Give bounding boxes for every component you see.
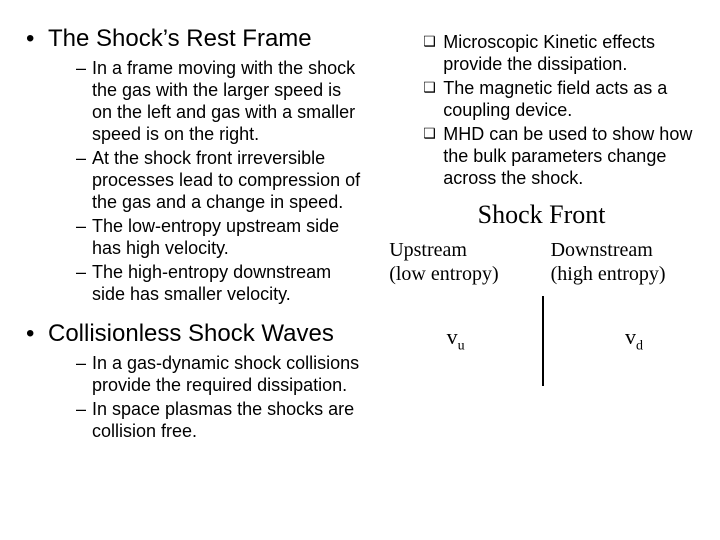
downstream-label: Downstream (high entropy) — [533, 238, 694, 286]
upstream-label: Upstream (low entropy) — [389, 238, 532, 286]
list-item: In a frame moving with the shock the gas… — [76, 58, 363, 146]
section2-title: Collisionless Shock Waves — [20, 319, 363, 349]
list-item: MHD can be used to show how the bulk par… — [423, 124, 700, 190]
list-item: In space plasmas the shocks are collisio… — [76, 399, 363, 443]
shock-front-line — [542, 296, 544, 386]
list-item: At the shock front irreversible processe… — [76, 148, 363, 214]
vd-base: v — [625, 324, 636, 349]
list-item: Microscopic Kinetic effects provide the … — [423, 32, 700, 76]
vd-sub: d — [636, 338, 643, 353]
upstream-label-line2: (low entropy) — [389, 263, 498, 285]
downstream-label-line1: Downstream — [551, 239, 653, 261]
upstream-label-line1: Upstream — [389, 239, 467, 261]
shock-front-heading: Shock Front — [383, 200, 700, 230]
right-column: Microscopic Kinetic effects provide the … — [373, 24, 700, 520]
vd-symbol: vd — [625, 324, 643, 354]
left-column: The Shock’s Rest Frame In a frame moving… — [20, 24, 373, 520]
diagram-line-region: vu vd — [383, 296, 700, 386]
list-item: The high-entropy downstream side has sma… — [76, 262, 363, 306]
section1-title: The Shock’s Rest Frame — [20, 24, 363, 54]
vu-sub: u — [458, 338, 465, 353]
section2-list: In a gas-dynamic shock collisions provid… — [20, 353, 363, 443]
vu-symbol: vu — [447, 324, 465, 354]
shock-diagram: Upstream (low entropy) Downstream (high … — [383, 238, 700, 408]
list-item: In a gas-dynamic shock collisions provid… — [76, 353, 363, 397]
slide: The Shock’s Rest Frame In a frame moving… — [0, 0, 720, 540]
vu-base: v — [447, 324, 458, 349]
downstream-label-line2: (high entropy) — [551, 263, 666, 285]
list-item: The magnetic field acts as a coupling de… — [423, 78, 700, 122]
diagram-labels-row: Upstream (low entropy) Downstream (high … — [383, 238, 700, 286]
q-list: Microscopic Kinetic effects provide the … — [383, 32, 700, 190]
section1-list: In a frame moving with the shock the gas… — [20, 58, 363, 305]
list-item: The low-entropy upstream side has high v… — [76, 216, 363, 260]
